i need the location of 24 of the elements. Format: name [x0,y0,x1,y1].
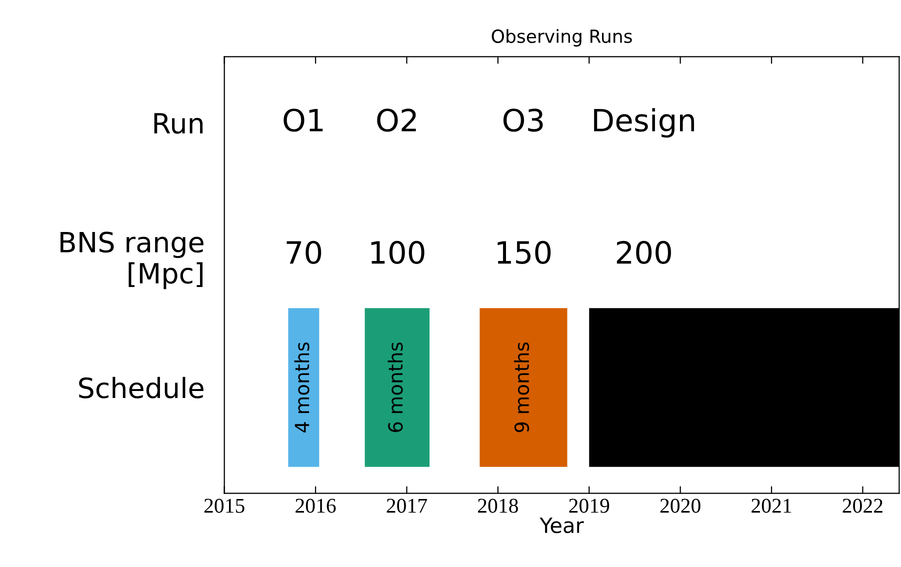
y-tick-label: Run [154,113,203,134]
x-tick-label: 2022 [842,498,882,513]
annotation: 150 [498,240,551,264]
annotation: O3 [503,108,543,132]
annotation: 9 months [514,342,530,432]
annotation: 4 months [294,342,310,432]
x-tick-label: 2021 [752,498,792,513]
annotation: Design [594,108,694,138]
annotation: 6 months [388,342,403,432]
x-tick-label: 2015 [204,498,244,513]
x-tick-label: 2017 [386,498,427,513]
x-tick-label: 2018 [478,498,518,513]
x-axis-title: Year [540,518,584,534]
y-tick-label: BNS range [Mpc] [60,232,204,290]
chart-title: Observing Runs [492,29,632,47]
x-tick-label: 2019 [569,498,610,513]
annotation: 70 [286,240,322,264]
annotation: 100 [371,240,424,264]
y-tick-label: Schedule [79,376,204,398]
annotation: 200 [616,240,671,264]
annotation: O1 [284,108,323,132]
x-tick-label: 2020 [660,498,700,513]
annotation: O2 [377,108,416,132]
x-tick-label: 2016 [296,498,336,513]
